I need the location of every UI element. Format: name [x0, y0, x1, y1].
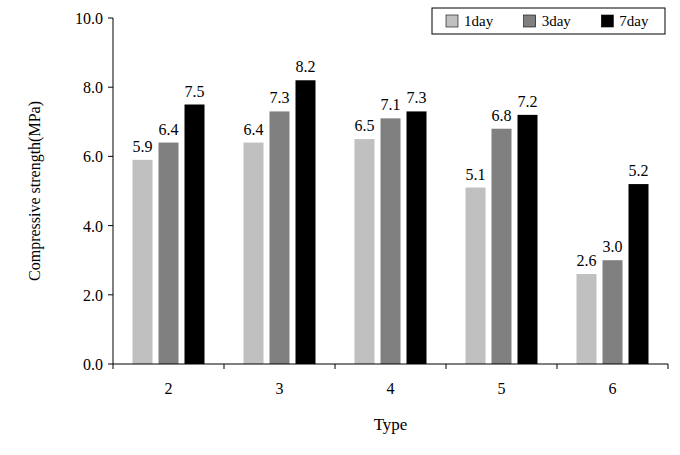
data-labels: 5.9 6.4 6.5 5.1 2.6 6.4 7.3 7.1 6.8 3.0 7.5 8.2 7.3 7…: [133, 58, 649, 269]
bar: [603, 260, 623, 364]
bars: [133, 80, 649, 364]
y-tick: [108, 87, 113, 88]
y-tick: [108, 18, 113, 19]
legend-box: [432, 8, 665, 34]
bar: [629, 184, 649, 364]
bar: [381, 118, 401, 364]
x-tick: [224, 364, 225, 369]
legend-swatch: [601, 15, 613, 27]
bar: [407, 111, 427, 364]
legend-label: 3day: [542, 13, 572, 29]
data-label: 7.1: [381, 96, 401, 113]
y-tick-label: 2.0: [83, 287, 103, 304]
data-label: 5.2: [629, 162, 649, 179]
x-tick-label: 4: [387, 380, 395, 397]
y-tick-label: 0.0: [83, 356, 103, 373]
x-axis-label: Type: [374, 415, 408, 434]
data-label: 6.4: [244, 121, 264, 138]
bar: [492, 129, 512, 364]
data-label: 6.8: [492, 107, 512, 124]
bar: [270, 111, 290, 364]
y-tick: [108, 156, 113, 157]
y-tick-label: 10.0: [75, 10, 103, 27]
x-tick-label: 2: [165, 380, 173, 397]
y-axis: [113, 18, 114, 364]
legend-swatch: [446, 15, 458, 27]
x-tick: [668, 364, 669, 369]
bar: [244, 143, 264, 364]
data-label: 6.5: [355, 117, 375, 134]
legend: 1day 3day 7day: [432, 8, 665, 34]
data-label: 2.6: [577, 252, 597, 269]
bar: [466, 188, 486, 364]
y-tick: [108, 294, 113, 295]
bar: [355, 139, 375, 364]
y-tick: [108, 364, 113, 365]
y-tick: [108, 225, 113, 226]
legend-label: 1day: [464, 13, 494, 29]
x-tick: [113, 364, 114, 369]
legend-swatch: [524, 15, 536, 27]
data-label: 8.2: [296, 58, 316, 75]
x-tick: [557, 364, 558, 369]
bar: [577, 274, 597, 364]
bar: [296, 80, 316, 364]
y-tick-label: 8.0: [83, 79, 103, 96]
x-tick-label: 3: [276, 380, 284, 397]
y-tick-label: 4.0: [83, 218, 103, 235]
legend-label: 7day: [619, 13, 649, 29]
x-tick-label: 5: [498, 380, 506, 397]
chart-container: 0.0 2.0 4.0 6.0 8.0 10.0 5.9 6.4 6.5 5.1 2.6 6.4 7.3…: [0, 0, 680, 455]
x-tick-label: 6: [609, 380, 617, 397]
data-label: 7.3: [407, 89, 427, 106]
x-axis: [113, 364, 668, 365]
bar: [159, 143, 179, 364]
x-tick: [446, 364, 447, 369]
data-label: 3.0: [603, 238, 623, 255]
data-label: 7.5: [185, 83, 205, 100]
data-label: 5.1: [466, 166, 486, 183]
x-tick: [335, 364, 336, 369]
y-tick-label: 6.0: [83, 148, 103, 165]
data-label: 6.4: [159, 121, 179, 138]
chart-svg: 0.0 2.0 4.0 6.0 8.0 10.0 5.9 6.4 6.5 5.1 2.6 6.4 7.3…: [0, 0, 680, 455]
bar: [133, 160, 153, 364]
bar: [185, 105, 205, 365]
y-axis-label: Compressive strength(MPa): [26, 101, 44, 281]
data-label: 7.2: [518, 93, 538, 110]
data-label: 5.9: [133, 138, 153, 155]
data-label: 7.3: [270, 89, 290, 106]
bar: [518, 115, 538, 364]
